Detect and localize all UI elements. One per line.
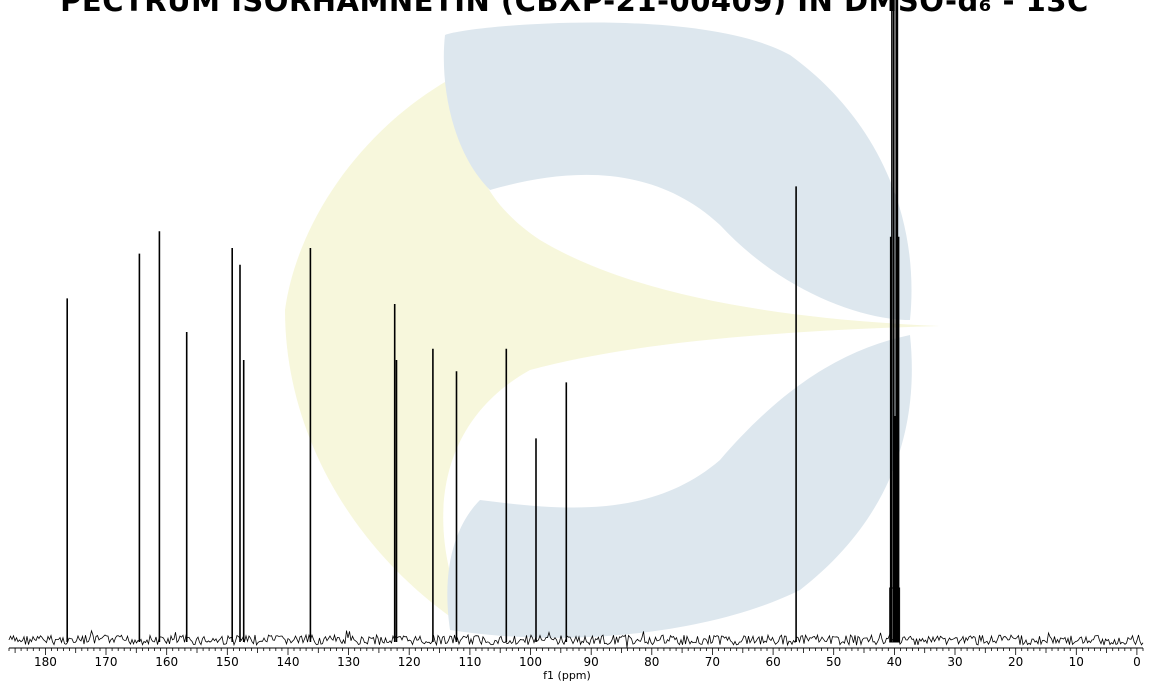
- watermark-yellow-swoosh: [285, 40, 940, 630]
- tick-label-10: 10: [1069, 655, 1084, 669]
- watermark-logo: [285, 22, 940, 638]
- tick-label-160: 160: [155, 655, 178, 669]
- tick-label-150: 150: [216, 655, 239, 669]
- tick-label-60: 60: [765, 655, 780, 669]
- tick-label-40: 40: [887, 655, 902, 669]
- tick-label-0: 0: [1133, 655, 1141, 669]
- watermark-blue-bottom: [447, 335, 912, 638]
- solvent-multiplet-base: [889, 587, 901, 643]
- chart-title: PECTRUM ISORHAMNETIN (CBXP-21-00409) IN …: [60, 0, 1089, 18]
- baseline-noise: [8, 629, 1144, 648]
- tick-label-30: 30: [947, 655, 962, 669]
- tick-label-90: 90: [584, 655, 599, 669]
- tick-label-80: 80: [644, 655, 659, 669]
- tick-label-50: 50: [826, 655, 841, 669]
- tick-label-100: 100: [519, 655, 542, 669]
- tick-label-170: 170: [95, 655, 118, 669]
- tick-label-130: 130: [337, 655, 360, 669]
- tick-label-110: 110: [458, 655, 481, 669]
- x-axis-label: f1 (ppm): [543, 669, 591, 681]
- tick-label-70: 70: [705, 655, 720, 669]
- tick-label-20: 20: [1008, 655, 1023, 669]
- tick-label-140: 140: [277, 655, 300, 669]
- tick-label-180: 180: [34, 655, 57, 669]
- watermark-blue-top: [443, 22, 912, 320]
- tick-label-120: 120: [398, 655, 421, 669]
